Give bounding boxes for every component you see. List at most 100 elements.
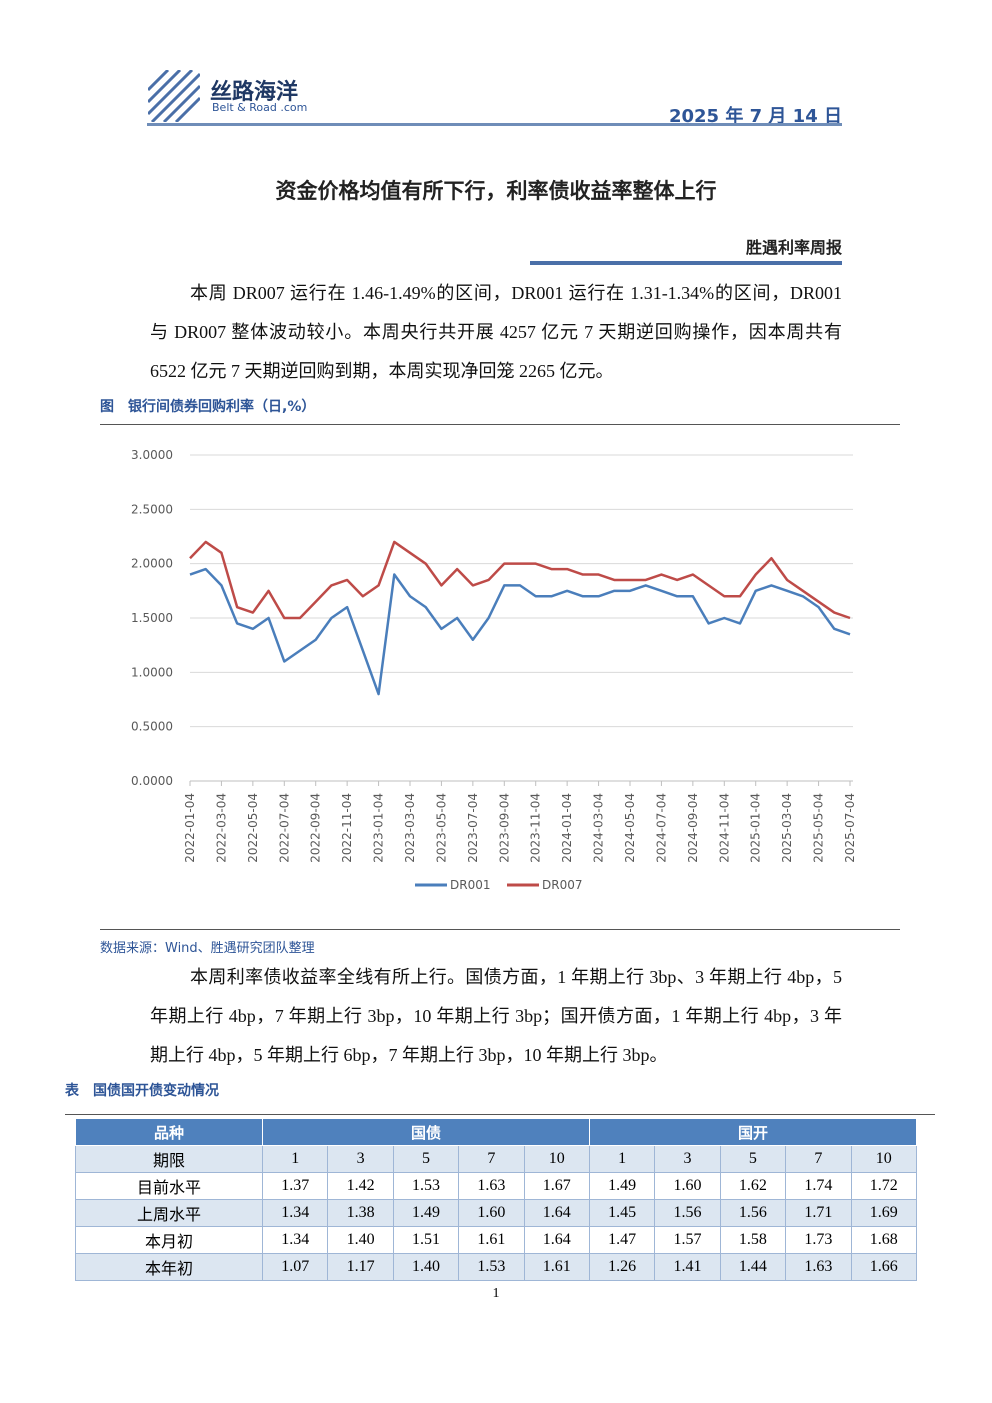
x-tick-label: 2025-03-04 — [780, 793, 794, 863]
value-cell: 1.53 — [458, 1253, 525, 1281]
x-tick-label: 2023-07-04 — [466, 793, 480, 863]
value-cell: 1.37 — [261, 1172, 329, 1200]
rule — [147, 123, 842, 126]
x-tick-label: 2022-09-04 — [309, 793, 323, 863]
table-row: 上周水平 1.34 1.38 1.49 1.60 1.64 1.45 1.56 1.56 1.71… — [75, 1199, 918, 1227]
legend-label: DR007 — [542, 878, 582, 892]
table-caption: 表 国债国开债变动情况 — [65, 1083, 219, 1099]
table-row: 目前水平 1.37 1.42 1.53 1.63 1.67 1.49 1.60 1.62 1.74… — [75, 1172, 918, 1200]
title: 资金价格均值有所下行，利率债收益率整体上行 — [275, 179, 717, 203]
value-cell: 1.41 — [654, 1253, 721, 1281]
x-tick-label: 2023-03-04 — [403, 793, 417, 863]
y-tick-label: 1.5000 — [131, 611, 173, 625]
x-tick-label: 2024-03-04 — [592, 793, 606, 863]
x-tick-label: 2024-11-04 — [717, 793, 731, 863]
figure-caption: 图 银行间债券回购利率（日,%） — [100, 399, 316, 415]
x-tick-label: 2024-07-04 — [654, 793, 668, 863]
value-cell: 1.49 — [588, 1172, 656, 1200]
logo — [148, 70, 200, 122]
y-tick-label: 1.0000 — [131, 665, 173, 679]
x-tick-label: 2022-05-04 — [246, 793, 260, 863]
value-cell: 1.60 — [654, 1172, 721, 1200]
rule — [100, 929, 900, 930]
header-cell: 品种 — [75, 1118, 263, 1146]
value-cell: 1.40 — [327, 1226, 394, 1254]
value-cell: 1.71 — [785, 1199, 852, 1227]
value-cell: 1.68 — [850, 1226, 918, 1254]
header-cell: 国开 — [588, 1118, 918, 1146]
value-cell: 1.63 — [785, 1253, 852, 1281]
line-series — [189, 567, 851, 696]
value-cell: 1.53 — [392, 1172, 460, 1200]
table-row: 本年初 1.07 1.17 1.40 1.53 1.61 1.26 1.41 1.44 1.63 1… — [75, 1253, 918, 1281]
report-name: 胜遇利率周报 — [745, 238, 842, 257]
value-cell: 1.56 — [654, 1199, 721, 1227]
value-cell: 1.26 — [588, 1253, 656, 1281]
value-cell: 1.58 — [719, 1226, 787, 1254]
rule — [65, 1114, 935, 1115]
chart: 0.0000 0.5000 1.0000 1.5000 2.0000 2.5000 3.00… — [131, 448, 857, 892]
paragraph: 本周 DR007 运行在 1.46-1.49%的区间，DR001 运行在 1.3… — [150, 283, 842, 381]
y-tick-label: 2.5000 — [131, 502, 173, 516]
term-cell: 3 — [327, 1145, 394, 1173]
term-cell: 7 — [785, 1145, 852, 1173]
value-cell: 1.44 — [719, 1253, 787, 1281]
value-cell: 1.49 — [392, 1199, 460, 1227]
row-label: 本月初 — [75, 1226, 263, 1254]
x-tick-label: 2022-01-04 — [183, 793, 197, 863]
value-cell: 1.60 — [458, 1199, 525, 1227]
paragraph: 本周利率债收益率全线有所上行。国债方面，1 年期上行 3bp、3 年期上行 4b… — [150, 967, 842, 1065]
y-tick-label: 0.0000 — [131, 774, 173, 788]
value-cell: 1.62 — [719, 1172, 787, 1200]
value-cell: 1.74 — [785, 1172, 852, 1200]
value-cell: 1.56 — [719, 1199, 787, 1227]
x-tick-label: 2023-05-04 — [434, 793, 448, 863]
value-cell: 1.63 — [458, 1172, 525, 1200]
source: 数据来源：Wind、胜遇研究团队整理 — [100, 941, 315, 956]
line-series — [189, 540, 851, 620]
value-cell: 1.72 — [850, 1172, 918, 1200]
legend-label: DR001 — [450, 878, 490, 892]
value-cell: 1.34 — [261, 1226, 329, 1254]
x-tick-label: 2022-03-04 — [214, 793, 228, 863]
x-tick-label: 2024-05-04 — [623, 793, 637, 863]
x-tick-label: 2022-07-04 — [277, 793, 291, 863]
row-label: 目前水平 — [75, 1172, 263, 1200]
rule — [530, 261, 842, 265]
x-tick-label: 2022-11-04 — [340, 793, 354, 863]
value-cell: 1.61 — [458, 1226, 525, 1254]
term-cell: 1 — [588, 1145, 656, 1173]
value-cell: 1.73 — [785, 1226, 852, 1254]
term-cell: 1 — [261, 1145, 329, 1173]
value-cell: 1.34 — [261, 1199, 329, 1227]
page-number: 1 — [492, 1286, 500, 1301]
term-cell: 10 — [523, 1145, 590, 1173]
value-cell: 1.51 — [392, 1226, 460, 1254]
table-row: 期限 1 3 5 7 10 1 3 5 7 10 — [75, 1145, 918, 1173]
value-cell: 1.07 — [261, 1253, 329, 1281]
date: 2025 年 7 月 14 日 — [668, 106, 842, 127]
value-cell: 1.66 — [850, 1253, 918, 1281]
value-cell: 1.57 — [654, 1226, 721, 1254]
value-cell: 1.67 — [523, 1172, 590, 1200]
rule — [100, 424, 900, 425]
y-tick-label: 2.0000 — [131, 557, 173, 571]
row-label: 本年初 — [75, 1253, 263, 1281]
value-cell: 1.42 — [327, 1172, 394, 1200]
value-cell: 1.45 — [588, 1199, 656, 1227]
value-cell: 1.69 — [850, 1199, 918, 1227]
table-row: 品种 国债 国开 — [75, 1118, 918, 1146]
brand-en: Belt & Road .com — [212, 101, 308, 114]
term-cell: 5 — [392, 1145, 460, 1173]
table: 品种 国债 国开 期限 1 3 5 7 10 1 3 5 7 10 目前水平 1.37 1.42 1.53 1.63… — [75, 1118, 918, 1281]
brand: 丝路海洋 — [210, 80, 299, 105]
term-cell: 期限 — [75, 1145, 263, 1173]
value-cell: 1.64 — [523, 1199, 590, 1227]
value-cell: 1.17 — [327, 1253, 394, 1281]
x-tick-label: 2023-01-04 — [372, 793, 386, 863]
x-tick-label: 2025-05-04 — [812, 793, 826, 863]
term-cell: 5 — [719, 1145, 787, 1173]
term-cell: 7 — [458, 1145, 525, 1173]
term-cell: 10 — [850, 1145, 918, 1173]
y-tick-label: 0.5000 — [131, 720, 173, 734]
